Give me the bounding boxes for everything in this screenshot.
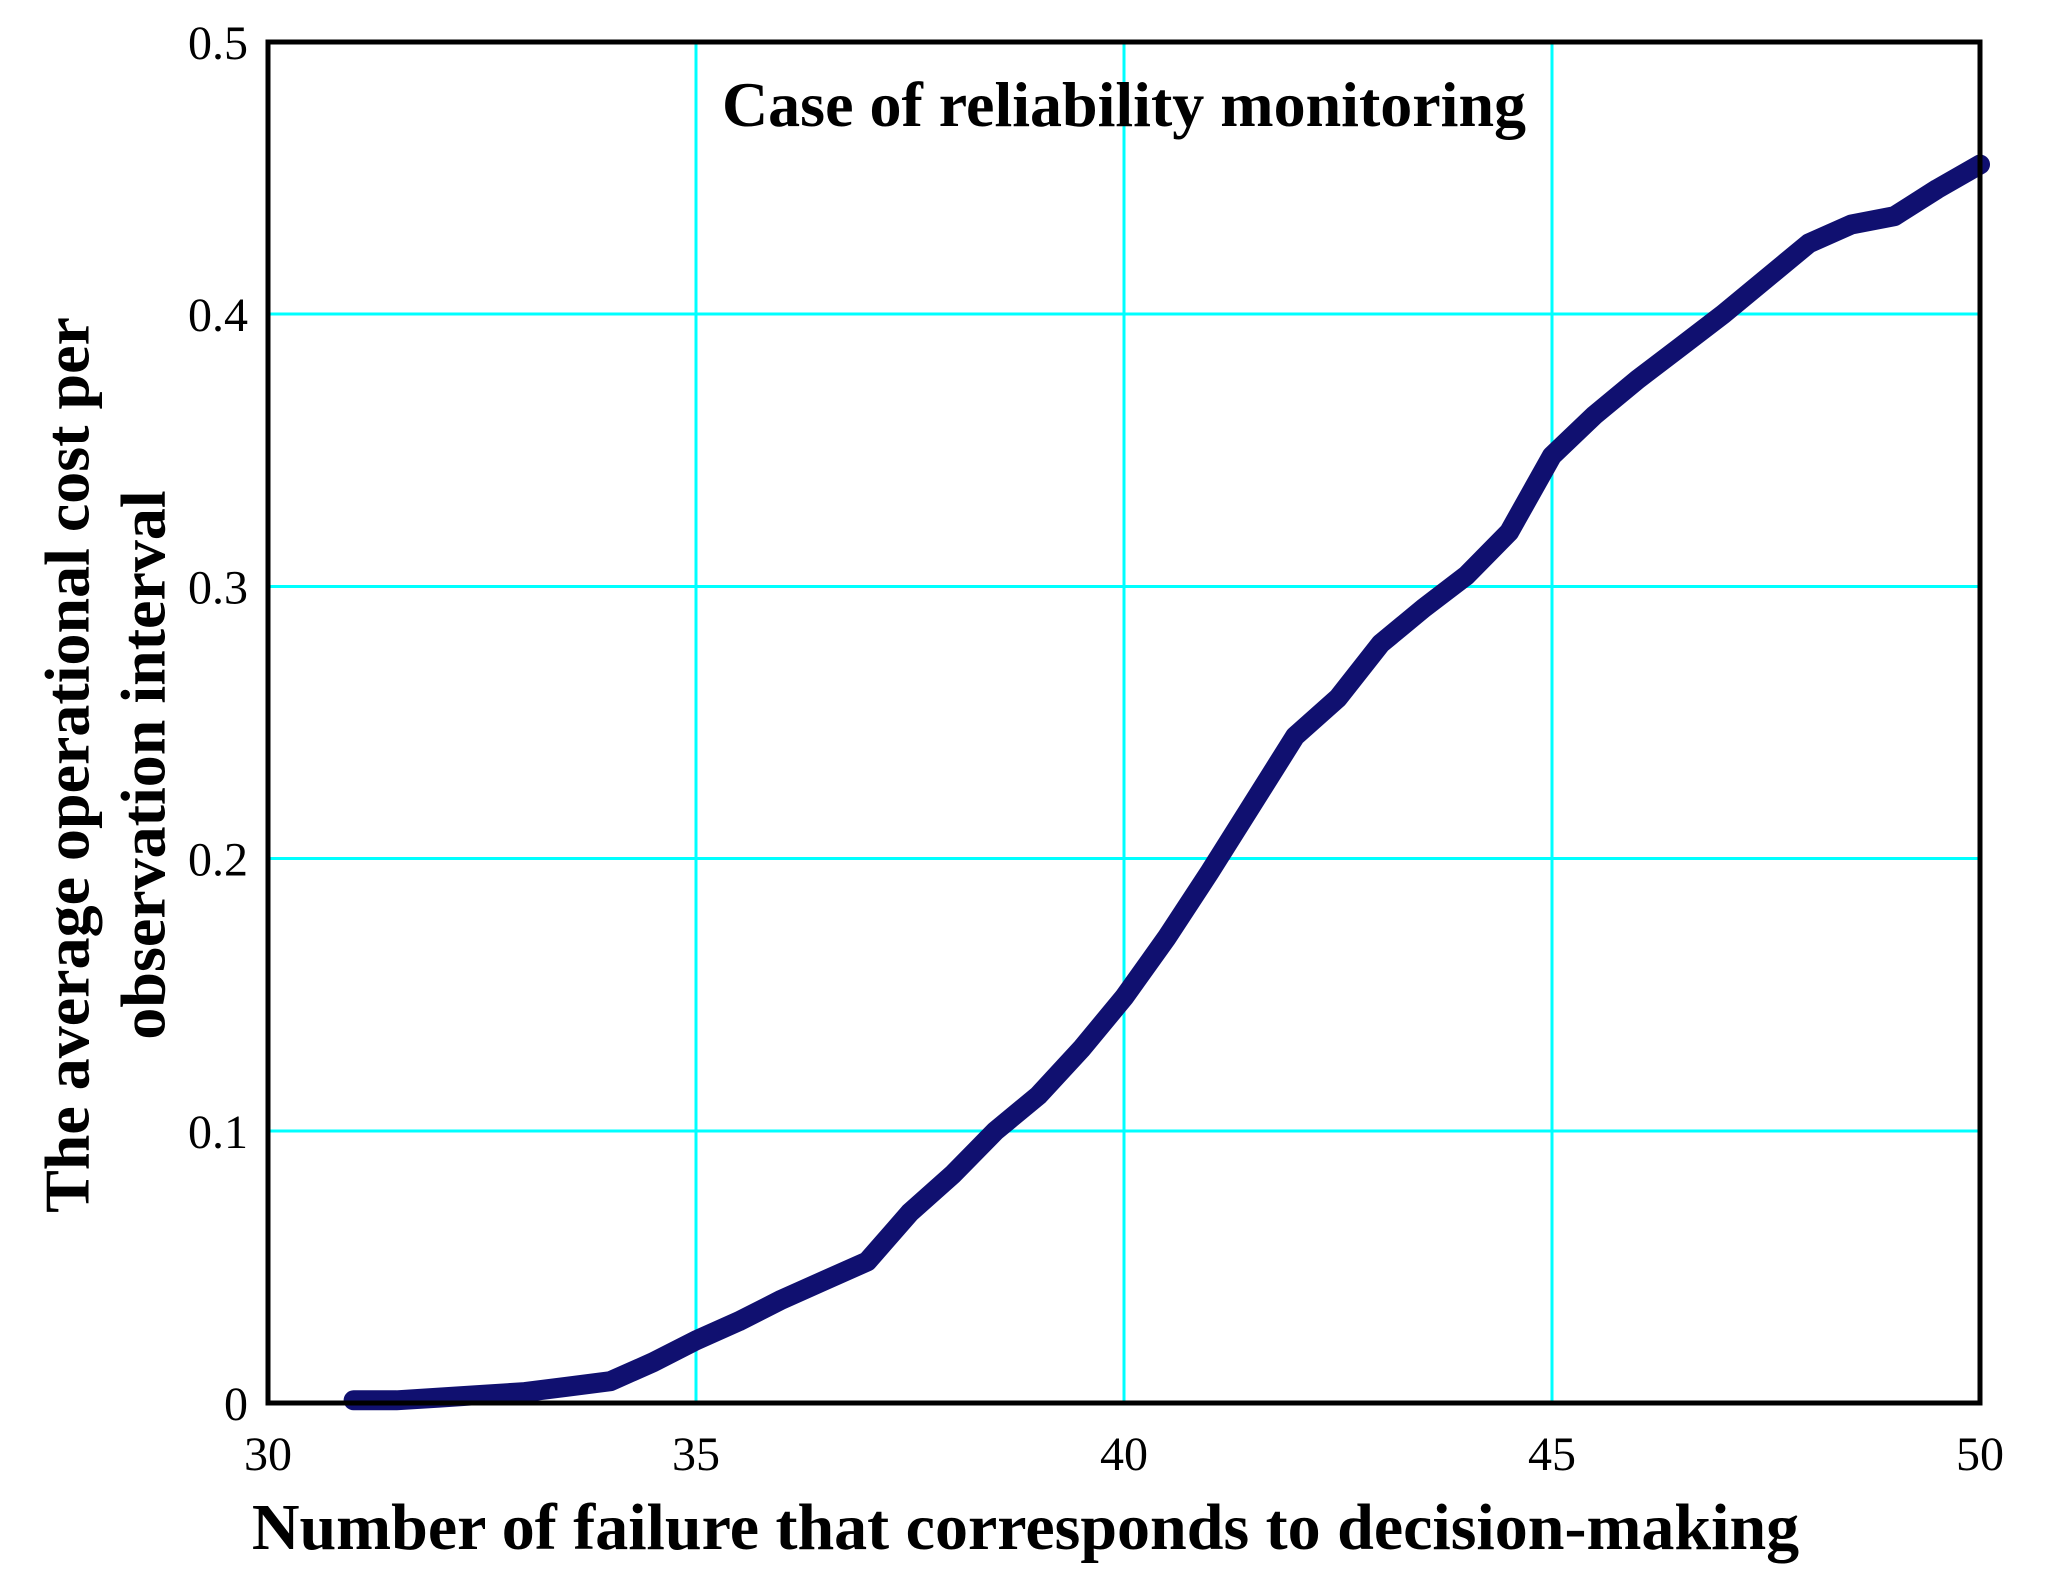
data-curve xyxy=(343,154,1990,1411)
y-axis-label-line-1: The average operational cost per xyxy=(31,317,103,1213)
axes-box xyxy=(265,39,1983,1406)
y-tick-label-0: 0 xyxy=(224,1378,248,1431)
x-tick-label-30: 30 xyxy=(244,1428,292,1481)
y-tick-label-0.5: 0.5 xyxy=(188,17,248,70)
y-tick-label-0.1: 0.1 xyxy=(188,1106,248,1159)
x-tick-label-40: 40 xyxy=(1100,1428,1148,1481)
axes-box-layer xyxy=(265,39,1983,1406)
y-tick-label-0.3: 0.3 xyxy=(188,561,248,614)
curve-layer xyxy=(343,154,1990,1411)
chart-title: Case of reliability monitoring xyxy=(721,69,1527,140)
gridlines-layer xyxy=(268,42,1982,1403)
y-tick-label-0.4: 0.4 xyxy=(188,289,248,342)
x-tick-label-45: 45 xyxy=(1528,1428,1576,1481)
y-axis-label-line-2: observation interval xyxy=(107,490,178,1040)
y-axis-label: The average operational cost per observa… xyxy=(29,65,180,1465)
x-tick-label-50: 50 xyxy=(1956,1428,2004,1481)
x-axis-label: Number of failure that corresponds to de… xyxy=(251,1491,1800,1564)
x-tick-label-35: 35 xyxy=(672,1428,720,1481)
y-tick-label-0.2: 0.2 xyxy=(188,834,248,887)
tick-labels-layer: 0 0.1 0.2 0.3 0.4 0.5 30 35 40 45 50 xyxy=(188,17,2004,1481)
